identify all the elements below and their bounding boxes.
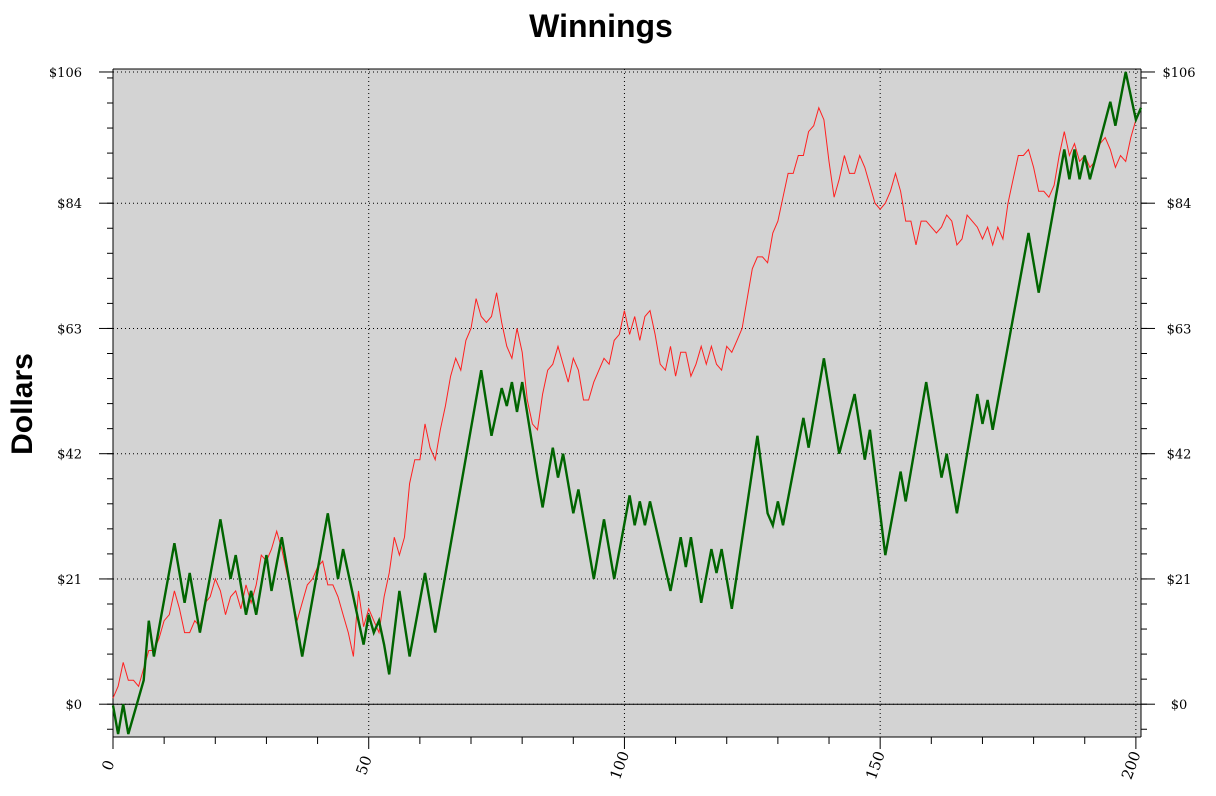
tick-labels: $0 $0 $21 $21 $42 $42 $63 $63 $84 $84 $106 $106 0 50 1…	[49, 66, 1196, 782]
plot-area	[113, 69, 1141, 737]
y-tick-label-right: $63	[1167, 322, 1192, 337]
y-tick-label-right: $42	[1167, 448, 1192, 463]
series-line-green	[111, 71, 1143, 735]
x-tick-label: 50	[352, 753, 375, 777]
series-layer	[111, 71, 1143, 735]
y-tick-label-left: $63	[57, 322, 82, 337]
axes	[99, 68, 1155, 749]
x-tick-label: 100	[606, 749, 633, 782]
y-tick-label-right: $106	[1162, 66, 1195, 81]
y-tick-label-right: $0	[1171, 698, 1188, 713]
x-tick-label: 0	[98, 758, 118, 773]
x-tick-label: 150	[862, 749, 889, 782]
chart-title: Winnings	[529, 8, 673, 44]
y-tick-label-right: $21	[1167, 573, 1192, 588]
y-axis-label: Dollars	[6, 353, 39, 455]
y-tick-label-left: $106	[49, 66, 82, 81]
series-line-red	[112, 106, 1137, 699]
y-tick-label-left: $0	[65, 698, 82, 713]
y-tick-label-left: $84	[57, 197, 82, 212]
x-tick-label: 200	[1118, 749, 1145, 782]
y-tick-label-right: $84	[1167, 197, 1192, 212]
y-tick-label-left: $42	[57, 448, 82, 463]
y-tick-label-left: $21	[57, 573, 82, 588]
